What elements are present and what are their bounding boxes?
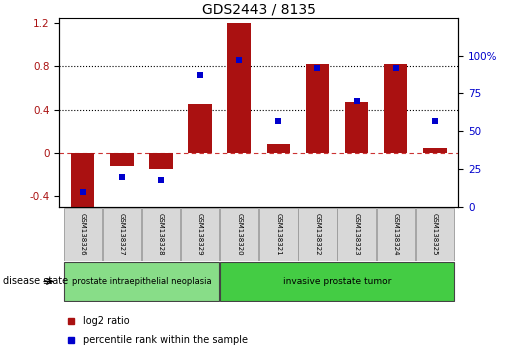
FancyBboxPatch shape bbox=[376, 208, 415, 261]
Text: percentile rank within the sample: percentile rank within the sample bbox=[83, 335, 248, 345]
Text: invasive prostate tumor: invasive prostate tumor bbox=[283, 277, 391, 286]
FancyBboxPatch shape bbox=[181, 208, 219, 261]
Bar bbox=[306, 64, 329, 153]
FancyBboxPatch shape bbox=[259, 208, 298, 261]
Text: GSM138323: GSM138323 bbox=[354, 213, 359, 256]
Point bbox=[235, 57, 244, 63]
Bar bbox=[345, 102, 368, 153]
Text: GSM138321: GSM138321 bbox=[276, 213, 281, 256]
Text: disease state: disease state bbox=[3, 276, 67, 286]
FancyBboxPatch shape bbox=[102, 208, 141, 261]
Bar bbox=[149, 153, 173, 169]
Point bbox=[196, 73, 204, 78]
Bar bbox=[188, 104, 212, 153]
Point bbox=[118, 174, 126, 179]
Bar bbox=[228, 23, 251, 153]
Bar bbox=[110, 153, 133, 166]
Bar bbox=[267, 144, 290, 153]
Text: GSM138327: GSM138327 bbox=[119, 213, 125, 256]
Bar bbox=[384, 64, 407, 153]
Text: GSM138324: GSM138324 bbox=[393, 213, 399, 256]
Point bbox=[274, 118, 282, 124]
Point bbox=[391, 65, 400, 70]
Text: GSM138320: GSM138320 bbox=[236, 213, 242, 256]
Bar bbox=[423, 148, 447, 153]
Text: GSM138325: GSM138325 bbox=[432, 213, 438, 256]
FancyBboxPatch shape bbox=[63, 262, 219, 301]
FancyBboxPatch shape bbox=[337, 208, 376, 261]
Point bbox=[157, 177, 165, 183]
FancyBboxPatch shape bbox=[220, 208, 259, 261]
Text: GSM138328: GSM138328 bbox=[158, 213, 164, 256]
FancyBboxPatch shape bbox=[416, 208, 454, 261]
FancyBboxPatch shape bbox=[63, 208, 102, 261]
FancyBboxPatch shape bbox=[298, 208, 337, 261]
Text: GSM138322: GSM138322 bbox=[315, 213, 320, 256]
FancyBboxPatch shape bbox=[142, 208, 180, 261]
Point bbox=[79, 189, 87, 195]
Point bbox=[431, 118, 439, 124]
Text: prostate intraepithelial neoplasia: prostate intraepithelial neoplasia bbox=[72, 277, 211, 286]
Text: GSM138326: GSM138326 bbox=[80, 213, 85, 256]
Bar bbox=[71, 153, 94, 207]
Point bbox=[313, 65, 321, 70]
FancyBboxPatch shape bbox=[220, 262, 454, 301]
Text: GSM138329: GSM138329 bbox=[197, 213, 203, 256]
Text: log2 ratio: log2 ratio bbox=[83, 316, 130, 326]
Point bbox=[352, 98, 360, 104]
Title: GDS2443 / 8135: GDS2443 / 8135 bbox=[202, 2, 316, 17]
